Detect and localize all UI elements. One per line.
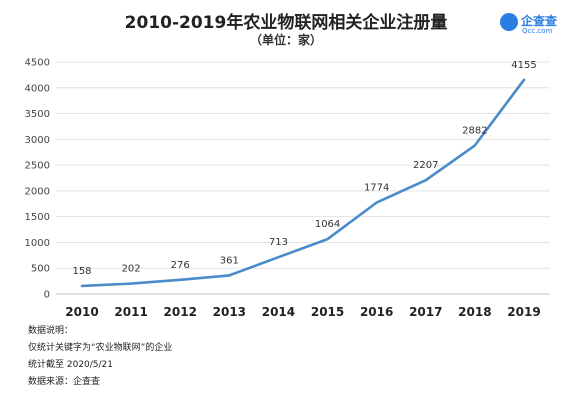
- data-notes: 数据说明： 仅统计关键字为“农业物联网”的企业 统计截至 2020/5/21 数…: [28, 324, 172, 392]
- data-label: 1774: [364, 183, 389, 194]
- y-tick-label: 500: [31, 264, 50, 275]
- data-label: 1064: [315, 219, 340, 230]
- y-tick-label: 3500: [25, 109, 50, 120]
- data-label: 4155: [511, 60, 536, 71]
- y-tick-label: 3000: [25, 135, 50, 146]
- y-tick-label: 2500: [25, 161, 50, 172]
- y-tick-label: 1500: [25, 212, 50, 223]
- x-tick-label: 2019: [507, 305, 540, 319]
- notes-line-2: 统计截至 2020/5/21: [28, 360, 114, 370]
- x-tick-label: 2015: [311, 305, 344, 319]
- logo-name: 企查查: [521, 14, 558, 28]
- data-label: 2882: [462, 125, 487, 136]
- chart-subtitle: （单位：家）: [249, 33, 322, 47]
- x-tick-label: 2011: [114, 305, 147, 319]
- brand-logo: 企查查 Qcc.com: [500, 12, 566, 38]
- y-tick-label: 0: [44, 290, 50, 301]
- notes-line-3: 数据来源：企查查: [28, 377, 101, 387]
- series-line: [80, 78, 526, 288]
- chart-title: 2010-2019年农业物联网相关企业注册量: [124, 13, 448, 33]
- x-tick-label: 2014: [262, 305, 295, 319]
- data-label: 2207: [413, 160, 438, 171]
- x-tick-label: 2017: [409, 305, 442, 319]
- y-tick-label: 4500: [25, 58, 50, 69]
- x-tick-label: 2018: [458, 305, 491, 319]
- x-tick-label: 2016: [360, 305, 393, 319]
- x-tick-label: 2010: [65, 305, 98, 319]
- logo-icon: [500, 13, 518, 31]
- data-label: 713: [269, 237, 288, 248]
- x-tick-label: 2013: [213, 305, 246, 319]
- data-label: 361: [220, 255, 239, 266]
- notes-header: 数据说明：: [28, 326, 74, 336]
- data-label: 202: [122, 264, 141, 275]
- x-axis: 2010 2011 2012 2013 2014 2015 2016 2017 2018 2019: [65, 305, 540, 319]
- data-labels: 158 202 276 361 713 1064 1774 2207 2882 4155: [72, 60, 536, 277]
- grid-lines: [56, 61, 550, 295]
- y-tick-label: 4000: [25, 83, 50, 94]
- notes-line-1: 仅统计关键字为“农业物联网”的企业: [28, 343, 173, 353]
- x-tick-label: 2012: [164, 305, 197, 319]
- data-label: 158: [72, 266, 91, 277]
- line-chart: 0 500 1000 1500 2000 2500 3000 3500 4000 4500 201…: [25, 58, 550, 319]
- y-tick-label: 1000: [25, 238, 50, 249]
- series-line-group: [80, 78, 526, 288]
- logo-url: Qcc.com: [522, 27, 553, 35]
- y-tick-label: 2000: [25, 186, 50, 197]
- y-axis: 0 500 1000 1500 2000 2500 3000 3500 4000 4500: [25, 58, 50, 301]
- data-label: 276: [171, 260, 190, 271]
